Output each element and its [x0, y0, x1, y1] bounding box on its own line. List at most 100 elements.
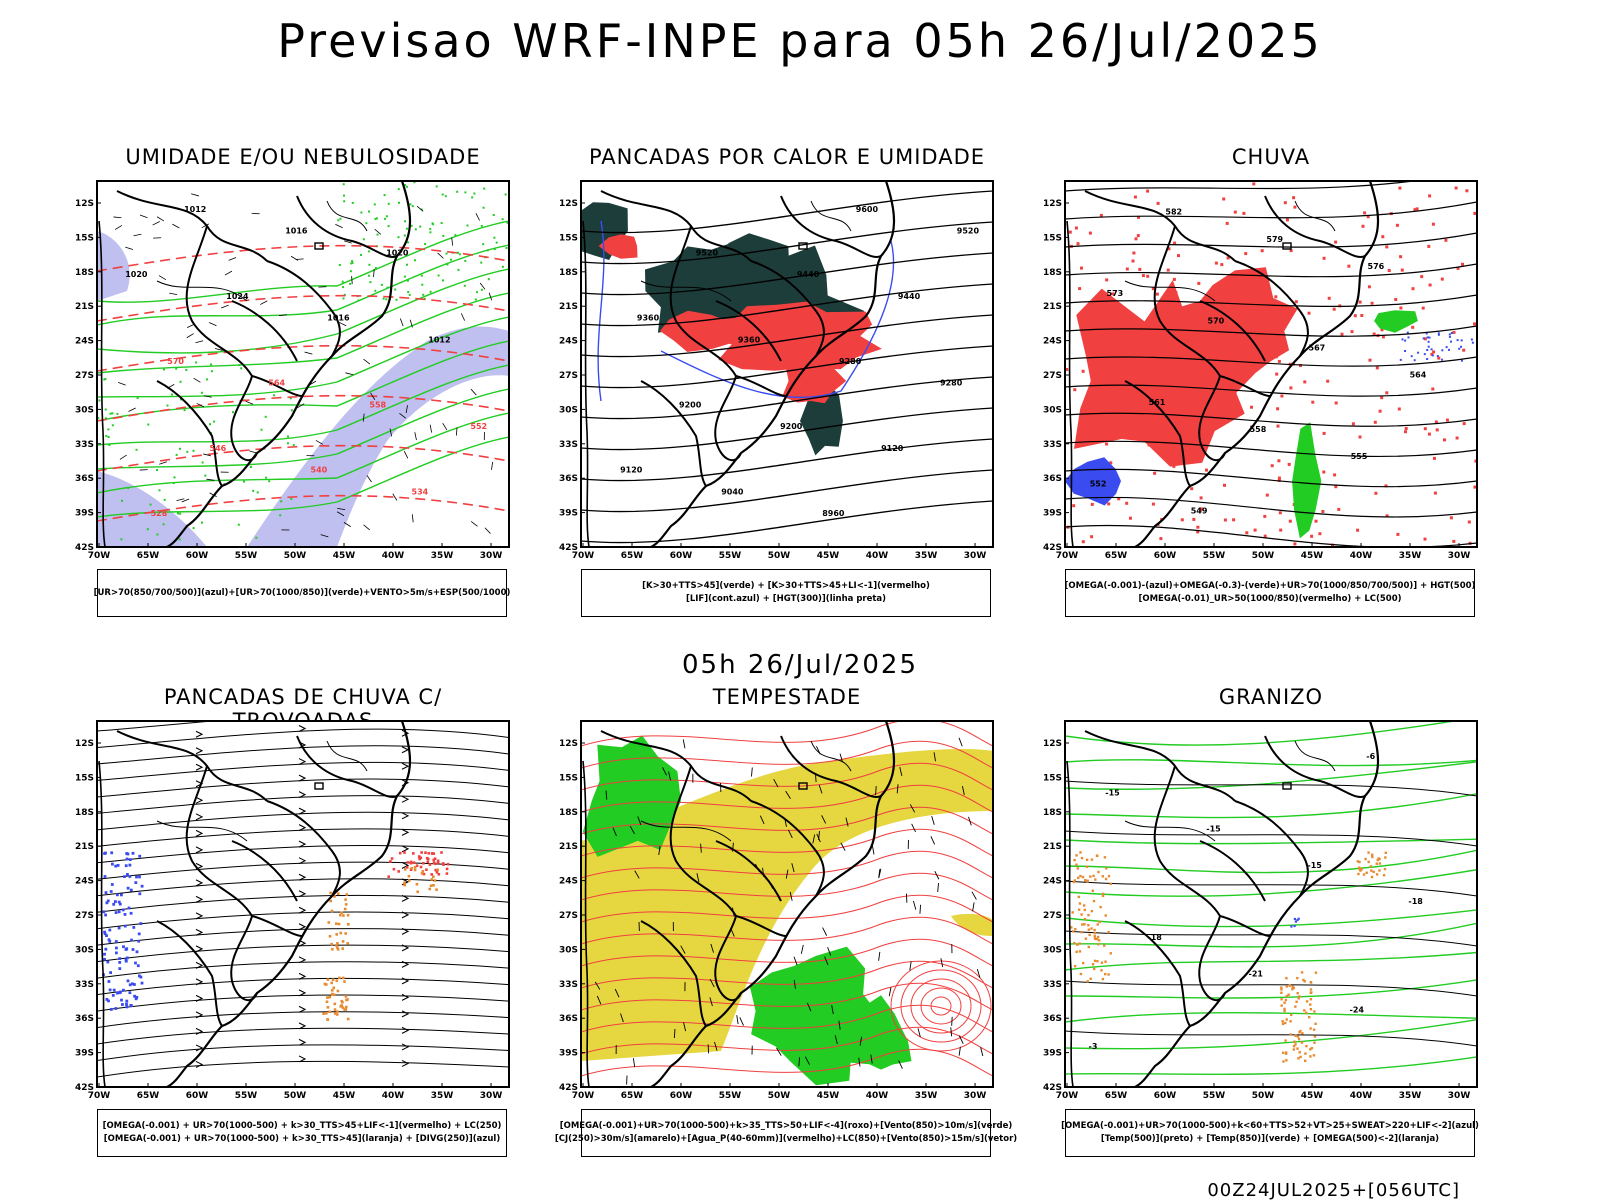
lat-label: 12S: [75, 739, 94, 749]
lat-label: 36S: [75, 474, 94, 484]
lat-label: 42S: [1043, 1083, 1062, 1093]
lon-label: 70W: [1056, 1091, 1079, 1101]
lat-label: 21S: [559, 842, 578, 852]
contour-label: 9120: [881, 444, 904, 453]
lon-label: 50W: [284, 1091, 307, 1101]
contour-label: 570: [167, 357, 184, 366]
lat-label: 39S: [559, 509, 578, 519]
contour-label: -15: [1307, 861, 1322, 870]
lon-label: 40W: [866, 551, 889, 561]
contour-label: 546: [210, 444, 227, 453]
lon-label: 40W: [1350, 551, 1373, 561]
lon-label: 60W: [1154, 1091, 1177, 1101]
lon-label: 60W: [670, 1091, 693, 1101]
contour-label: -18: [1408, 897, 1423, 906]
lat-label: 21S: [75, 842, 94, 852]
legend-text: [OMEGA(-0.001) + UR>70(1000-500) + k>30_…: [102, 1121, 502, 1131]
lon-label: 65W: [621, 1091, 644, 1101]
lat-label: 21S: [1043, 842, 1062, 852]
contour-label: 573: [1107, 289, 1124, 298]
lat-label: 15S: [559, 773, 578, 783]
contour-label: 9360: [738, 335, 761, 344]
lon-label: 35W: [431, 551, 454, 561]
contour-label: 534: [412, 487, 429, 496]
lat-label: 12S: [75, 199, 94, 209]
lat-label: 12S: [1043, 739, 1062, 749]
contour-label: 9200: [780, 422, 803, 431]
lat-label: 30S: [75, 405, 94, 415]
lon-label: 30W: [480, 1091, 503, 1101]
contour-label: 9440: [898, 292, 921, 301]
lat-label: 33S: [559, 440, 578, 450]
contour-label: 1012: [428, 335, 450, 344]
contour-label: 552: [470, 422, 487, 431]
run-footer: 00Z24JUL2025+[056UTC]: [1207, 1180, 1460, 1201]
lat-label: 12S: [1043, 199, 1062, 209]
lon-label: 35W: [915, 1091, 938, 1101]
lon-label: 40W: [382, 551, 405, 561]
contour-label: 579: [1266, 235, 1283, 244]
lat-label: 18S: [75, 808, 94, 818]
contour-label: -15: [1105, 788, 1120, 797]
map-chuva: 582 579 576 573 570 567 564 561 558 555 552 549 12S 1…: [1043, 180, 1478, 561]
lon-label: 30W: [1448, 1091, 1471, 1101]
lat-label: 36S: [1043, 474, 1062, 484]
lat-label: 15S: [75, 233, 94, 243]
contour-label: 9200: [679, 401, 702, 410]
contour-label: 567: [1309, 343, 1326, 352]
contour-label: -15: [1206, 825, 1221, 834]
legend-box: [OMEGA(-0.001)+UR>70(1000-500)+k<60+TTS>…: [1061, 1109, 1479, 1157]
lat-label: 15S: [75, 773, 94, 783]
lon-label: 30W: [964, 1091, 987, 1101]
lat-label: 12S: [559, 199, 578, 209]
lon-label: 70W: [1056, 551, 1079, 561]
lon-label: 30W: [1448, 551, 1471, 561]
lat-label: 39S: [75, 509, 94, 519]
map-pancadas_calor: 9600 9520 9520 9440 9440 9360 9360 9280 9280 9200…: [559, 180, 994, 561]
legend-text: [LIF](cont.azul) + [HGT(300)](linha pret…: [685, 594, 887, 604]
contour-label: -6: [1366, 752, 1375, 761]
lon-label: 50W: [284, 551, 307, 561]
main-title: Previsao WRF-INPE para 05h 26/Jul/2025: [277, 14, 1323, 68]
lon-label: 60W: [186, 1091, 209, 1101]
contour-label: 552: [1090, 479, 1107, 488]
lon-label: 70W: [88, 551, 111, 561]
lat-label: 18S: [559, 808, 578, 818]
contour-label: 558: [1250, 425, 1267, 434]
lat-label: 33S: [75, 440, 94, 450]
lat-label: 42S: [75, 1083, 94, 1093]
map-umidade: 1012 1016 1020 1020 1024 1016 1012 570 564 558 552…: [75, 180, 510, 561]
mid-title: 05h 26/Jul/2025: [682, 650, 918, 680]
legend-box: [OMEGA(-0.001)-(azul)+OMEGA(-0.3)-(verde…: [1065, 569, 1475, 617]
contour-label: -21: [1249, 969, 1264, 978]
lon-label: 45W: [817, 1091, 840, 1101]
contour-label: 9280: [940, 379, 963, 388]
contour-label: -24: [1350, 1006, 1365, 1015]
map-frame: [96, 180, 510, 548]
lat-label: 30S: [75, 945, 94, 955]
lon-label: 60W: [1154, 551, 1177, 561]
lat-label: 21S: [559, 302, 578, 312]
lon-label: 45W: [1301, 551, 1324, 561]
lon-label: 45W: [333, 551, 356, 561]
contour-label: 9440: [797, 270, 820, 279]
panel-title: CHUVA: [1231, 145, 1311, 169]
legend-text: [OMEGA(-0.01)_UR>50(1000/850)(vermelho) …: [1138, 594, 1402, 604]
contour-label: 9520: [957, 227, 980, 236]
panel-title: GRANIZO: [1218, 685, 1324, 709]
panel-tempestade: TEMPESTADE 12S 15S 18S 21S 24S 27S 30S 33S 36S 39S…: [553, 685, 1017, 1157]
legend-box: [UR>70(850/700/500)](azul)+[UR>70(1000/8…: [94, 569, 510, 617]
contour-label: 576: [1368, 262, 1385, 271]
legend-text: [K>30+TTS>45](verde) + [K>30+TTS>45+LI<-…: [642, 581, 930, 591]
map-frame: [580, 720, 994, 1088]
legend-text: [Temp(500)](preto) + [Temp(850)](verde) …: [1100, 1134, 1440, 1144]
lat-label: 30S: [1043, 945, 1062, 955]
lat-label: 30S: [559, 945, 578, 955]
lat-label: 36S: [1043, 1014, 1062, 1024]
panel-trovoadas: PANCADAS DE CHUVA C/ TROVOADAS12S15S18S2…: [69, 685, 515, 1157]
contour-label: 564: [1410, 371, 1427, 380]
map-frame: [580, 180, 994, 548]
lat-label: 24S: [75, 877, 94, 887]
